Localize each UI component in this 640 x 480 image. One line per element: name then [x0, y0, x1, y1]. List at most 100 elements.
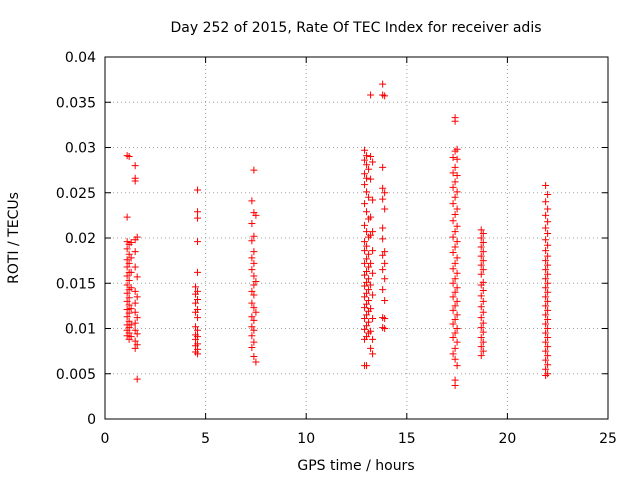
data-point — [133, 273, 141, 281]
data-point — [361, 315, 369, 323]
data-point — [449, 169, 457, 177]
data-point — [192, 299, 200, 307]
data-point — [125, 301, 133, 309]
data-point — [361, 181, 369, 189]
data-point — [451, 382, 459, 390]
data-point — [123, 313, 131, 321]
data-point — [379, 251, 387, 259]
data-point — [248, 220, 256, 228]
data-point — [479, 338, 487, 346]
data-point — [194, 268, 202, 276]
data-point — [361, 271, 369, 279]
data-point — [131, 319, 139, 327]
data-point — [192, 308, 200, 316]
data-point — [453, 269, 461, 277]
data-point — [479, 239, 487, 247]
data-point — [194, 208, 202, 216]
data-point — [451, 243, 459, 251]
data-point — [544, 191, 552, 199]
data-point — [369, 269, 377, 277]
data-point — [133, 314, 141, 322]
data-point — [542, 275, 550, 283]
data-point — [250, 291, 258, 299]
data-point — [192, 283, 200, 291]
data-point — [449, 200, 457, 208]
data-point — [544, 352, 552, 360]
data-point — [131, 177, 139, 185]
data-point — [479, 328, 487, 336]
data-point — [361, 282, 369, 290]
data-point — [125, 317, 133, 325]
data-point — [369, 291, 377, 299]
data-point — [365, 193, 373, 201]
data-point — [381, 275, 389, 283]
data-point — [477, 343, 485, 351]
data-point — [381, 248, 389, 256]
data-point — [542, 372, 550, 380]
data-point — [194, 350, 202, 358]
x-tick-label: 0 — [101, 431, 110, 447]
data-point — [123, 272, 131, 280]
data-point — [477, 226, 485, 234]
data-point — [477, 281, 485, 289]
data-point — [131, 337, 139, 345]
data-point — [123, 213, 131, 221]
data-point — [248, 344, 256, 352]
data-point — [123, 297, 131, 305]
data-point — [192, 323, 200, 331]
data-point — [361, 335, 369, 343]
data-point — [248, 237, 256, 245]
data-point — [363, 208, 371, 216]
data-point — [125, 294, 133, 302]
data-point — [451, 302, 459, 310]
data-point — [131, 162, 139, 170]
data-point — [379, 266, 387, 274]
data-point — [363, 289, 371, 297]
data-point — [544, 361, 552, 369]
data-point — [361, 170, 369, 178]
data-point — [123, 289, 131, 297]
data-point — [248, 266, 256, 274]
data-point — [127, 321, 135, 329]
data-point — [477, 243, 485, 251]
data-point — [361, 238, 369, 246]
data-point — [127, 305, 135, 313]
data-point — [544, 343, 552, 351]
data-point — [451, 355, 459, 363]
data-point — [365, 286, 373, 294]
data-point — [451, 329, 459, 337]
chart-title: Day 252 of 2015, Rate Of TEC Index for r… — [170, 20, 541, 36]
data-point — [250, 304, 258, 312]
data-point — [361, 146, 369, 154]
data-point — [250, 326, 258, 334]
data-point — [479, 319, 487, 327]
data-point — [451, 178, 459, 186]
y-tick-label: 0.03 — [65, 141, 96, 157]
data-point — [123, 256, 131, 264]
data-point — [542, 311, 550, 319]
data-point — [449, 350, 457, 358]
data-point — [544, 315, 552, 323]
data-point — [369, 315, 377, 323]
data-point — [477, 352, 485, 360]
data-point — [479, 266, 487, 274]
data-point — [381, 325, 389, 332]
data-point — [131, 326, 139, 334]
data-point — [194, 326, 202, 334]
data-point — [365, 165, 373, 173]
data-point — [379, 184, 387, 192]
data-point — [451, 193, 459, 201]
data-point — [477, 234, 485, 242]
data-point — [479, 286, 487, 294]
data-point — [379, 235, 387, 243]
data-point — [542, 224, 550, 232]
data-point — [449, 233, 457, 241]
data-point — [449, 279, 457, 287]
data-point — [131, 236, 139, 244]
data-point — [479, 347, 487, 355]
data-point — [477, 303, 485, 311]
data-point — [477, 270, 485, 278]
data-point — [131, 344, 139, 352]
data-point — [361, 200, 369, 208]
y-tick-label: 0 — [87, 412, 96, 428]
